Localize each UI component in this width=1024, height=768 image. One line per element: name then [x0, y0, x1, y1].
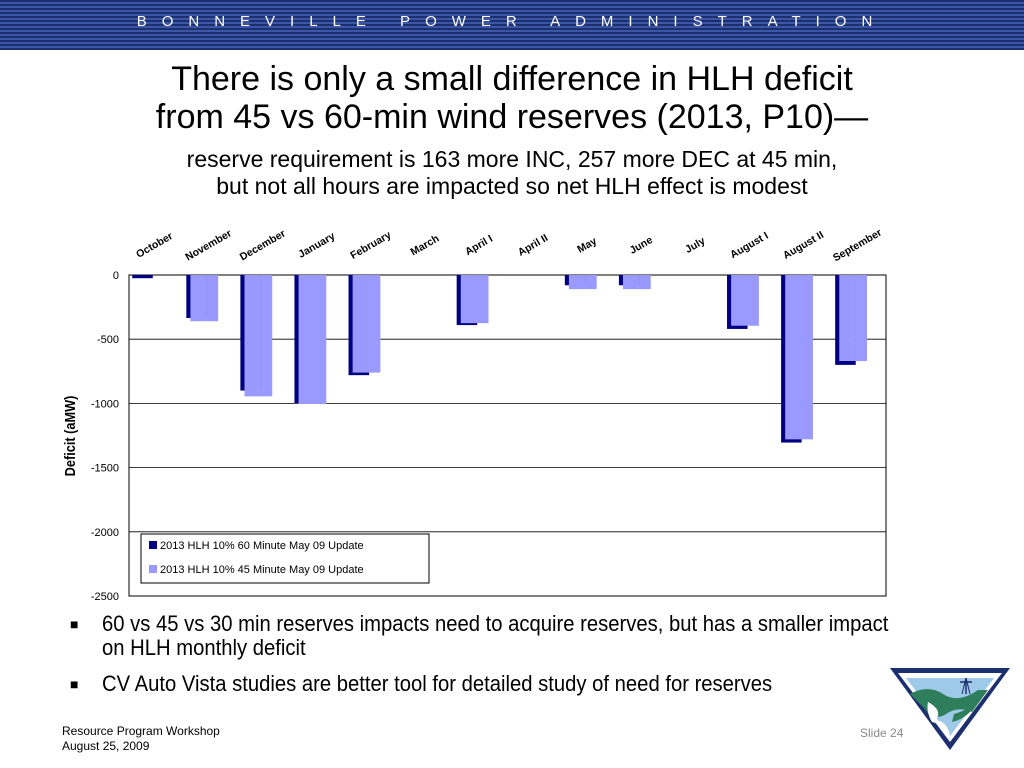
bar-45-minute-offset — [260, 275, 273, 397]
bar-45-minute — [622, 275, 640, 290]
legend-swatch — [149, 565, 157, 573]
bar-45-minute — [731, 275, 748, 326]
y-tick-label: -500 — [97, 334, 119, 346]
x-category-label: February — [348, 229, 393, 262]
deficit-bar-chart: 0 -500 -1000 -1500 -2000 -2500 Deficit (aMW) Oc… — [61, 227, 887, 603]
x-category-label: April II — [516, 232, 550, 259]
subtitle-line-2: but not all hours are impacted so net HL… — [216, 173, 808, 199]
header-banner: BONNEVILLE POWER ADMINISTRATION — [0, 0, 1024, 50]
bar-45-minute — [244, 275, 261, 397]
y-tick-label: -2000 — [91, 527, 119, 539]
bar-45-minute-offset — [639, 275, 651, 290]
bar-45-minute — [298, 275, 316, 405]
bar-45-minute — [568, 275, 586, 290]
bar-45-minute-offset — [206, 275, 219, 322]
title-line-1: There is only a small difference in HLH … — [171, 60, 853, 98]
bullet-text: 60 vs 45 vs 30 min reserves impacts need… — [102, 611, 889, 660]
bullet-square-icon: ■ — [70, 616, 79, 632]
bullet-list: ■ 60 vs 45 vs 30 min reserves impacts ne… — [70, 612, 970, 708]
subtitle-line-1: reserve requirement is 163 more INC, 257… — [186, 146, 838, 172]
bar-45-minute-offset — [585, 275, 597, 290]
x-category-label: July — [683, 235, 707, 256]
bar-60-minute — [132, 275, 153, 279]
banner-title: BONNEVILLE POWER ADMINISTRATION — [136, 13, 888, 30]
bar-45-minute — [460, 275, 478, 324]
bullet-square-icon: ■ — [70, 676, 79, 692]
legend-box — [140, 533, 430, 584]
y-tick-label: 0 — [113, 270, 119, 282]
bar-45-minute — [839, 275, 856, 362]
title-line-2: from 45 vs 60-min wind reserves (2013, P… — [155, 98, 869, 136]
bar-45-minute-offset — [477, 275, 489, 324]
bar-45-minute — [190, 275, 207, 322]
slide-number: Slide 24 — [860, 726, 904, 740]
x-category-label: October — [134, 230, 175, 261]
bullet-item: ■ 60 vs 45 vs 30 min reserves impacts ne… — [70, 612, 970, 660]
legend-label: 2013 HLH 10% 60 Minute May 09 Update — [160, 540, 364, 552]
y-axis-label: Deficit (aMW) — [61, 396, 78, 477]
bullet-item: ■ CV Auto Vista studies are better tool … — [70, 672, 970, 696]
bar-45-minute-offset — [747, 275, 759, 326]
bar-45-minute — [352, 275, 370, 373]
x-category-label: June — [628, 234, 655, 257]
x-category-label: September — [831, 227, 884, 265]
footer-event: Resource Program Workshop — [62, 724, 220, 738]
y-tick-label: -2500 — [91, 591, 119, 603]
bpa-logo-icon — [890, 668, 1010, 750]
legend-swatch — [149, 541, 157, 549]
footer-info: Resource Program Workshop August 25, 200… — [62, 724, 220, 754]
x-category-label: May — [575, 235, 599, 256]
bullet-text: CV Auto Vista studies are better tool fo… — [102, 671, 773, 696]
bar-45-minute-offset — [801, 275, 813, 440]
legend-label: 2013 HLH 10% 45 Minute May 09 Update — [160, 564, 364, 576]
x-category-label: August I — [728, 230, 770, 261]
bar-45-minute-offset — [369, 275, 381, 373]
x-category-label: April I — [463, 233, 495, 258]
x-category-label: December — [238, 228, 288, 264]
x-category-label: August II — [781, 229, 826, 262]
slide-subtitle: reserve requirement is 163 more INC, 257… — [40, 146, 984, 200]
bar-45-minute — [785, 275, 802, 440]
x-category-label: January — [296, 230, 337, 261]
slide-title: There is only a small difference in HLH … — [40, 60, 984, 136]
y-tick-label: -1000 — [91, 398, 119, 410]
footer-date: August 25, 2009 — [62, 739, 150, 753]
x-category-label: November — [183, 227, 233, 263]
bar-45-minute-offset — [855, 275, 868, 362]
bar-45-minute-offset — [315, 275, 327, 405]
x-category-label: March — [408, 232, 441, 258]
y-tick-label: -1500 — [91, 463, 119, 475]
